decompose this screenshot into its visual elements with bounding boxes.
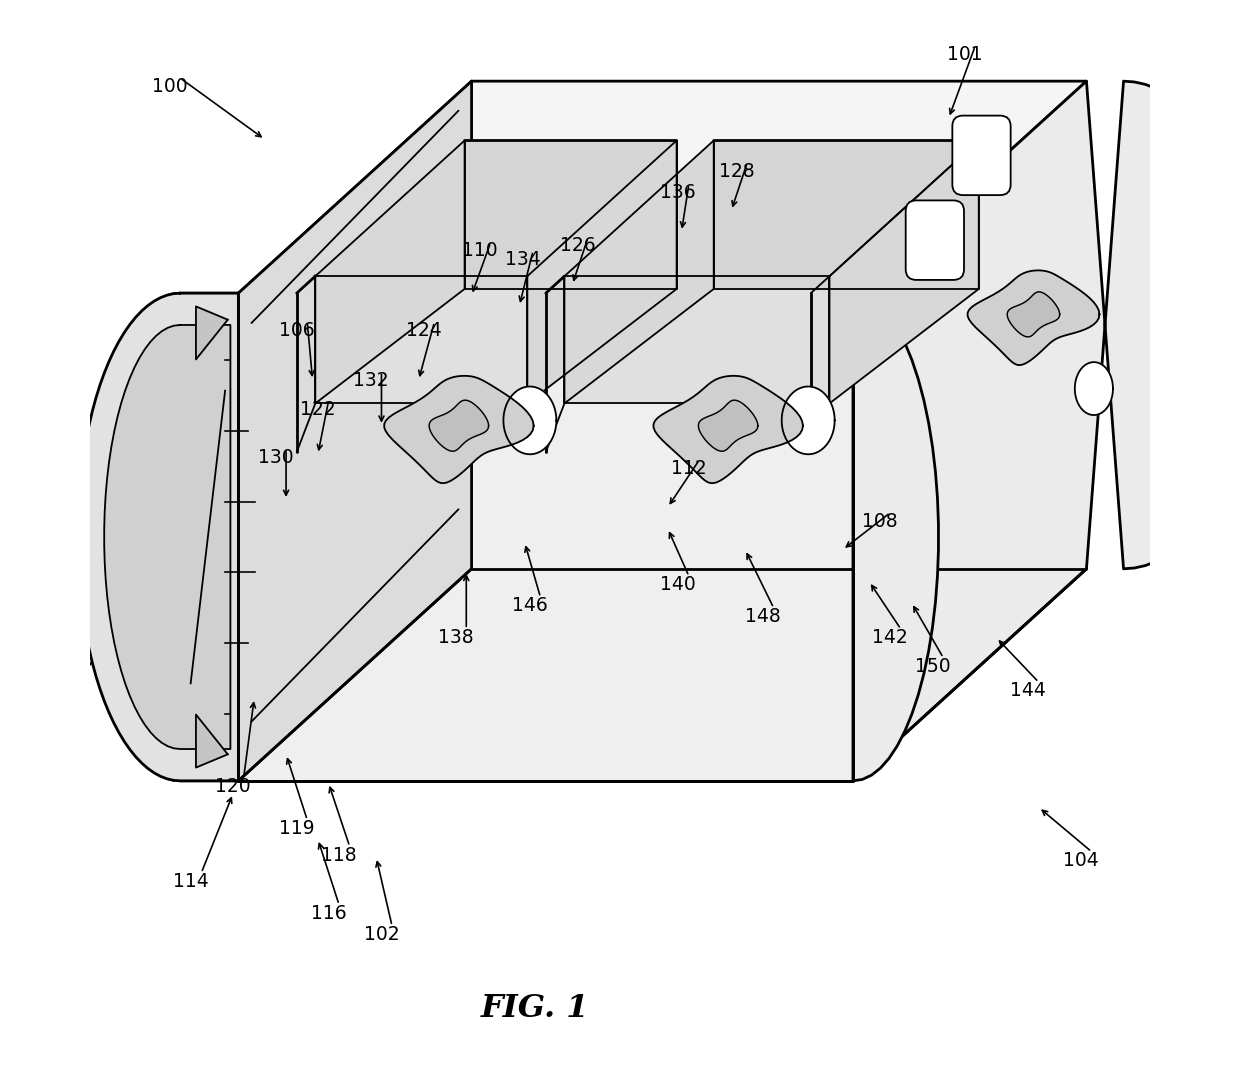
Text: 106: 106 [279,321,315,339]
Text: 138: 138 [438,628,474,648]
Polygon shape [653,376,804,483]
Polygon shape [564,141,978,276]
Text: 124: 124 [405,321,441,339]
Polygon shape [527,141,677,404]
Text: 146: 146 [512,596,548,615]
Polygon shape [564,141,714,404]
Text: 144: 144 [1011,681,1047,700]
Polygon shape [315,141,677,276]
Polygon shape [104,325,231,749]
Text: 108: 108 [862,511,898,531]
Polygon shape [564,276,830,404]
Text: 148: 148 [745,607,781,626]
Polygon shape [781,387,835,454]
Text: 101: 101 [946,45,982,64]
Text: 119: 119 [279,819,315,838]
Text: 126: 126 [559,236,595,255]
Polygon shape [315,141,465,404]
Polygon shape [698,401,758,451]
Polygon shape [1007,292,1060,337]
Text: 132: 132 [353,371,388,390]
Text: 128: 128 [719,162,754,180]
Text: 140: 140 [661,576,696,594]
Polygon shape [196,306,228,360]
Text: 104: 104 [1063,851,1099,870]
Polygon shape [830,141,978,404]
Text: 122: 122 [300,401,336,419]
Text: FIG. 1: FIG. 1 [481,993,589,1025]
FancyBboxPatch shape [905,201,963,280]
Text: 112: 112 [671,459,707,478]
Polygon shape [384,376,533,483]
Text: 100: 100 [151,77,187,96]
Polygon shape [1075,362,1114,415]
Text: 142: 142 [873,628,908,648]
Text: 134: 134 [505,250,541,268]
Polygon shape [714,141,978,289]
Text: 118: 118 [321,845,357,865]
Polygon shape [429,401,489,451]
Text: 130: 130 [258,448,294,467]
Polygon shape [503,387,557,454]
Text: 114: 114 [172,872,208,891]
Text: 150: 150 [915,657,951,676]
Text: 110: 110 [463,242,498,260]
Text: 136: 136 [661,183,696,202]
Polygon shape [238,82,471,781]
Polygon shape [853,293,939,781]
Polygon shape [238,82,1086,293]
FancyBboxPatch shape [952,116,1011,195]
Polygon shape [853,82,1240,781]
Polygon shape [88,293,238,781]
Polygon shape [967,271,1100,365]
Polygon shape [196,714,228,768]
Polygon shape [78,293,238,781]
Polygon shape [238,293,853,781]
Polygon shape [465,141,677,289]
Polygon shape [238,569,1086,781]
Polygon shape [315,276,527,404]
Text: 116: 116 [311,904,346,923]
Text: 102: 102 [363,925,399,944]
Text: 120: 120 [216,777,250,796]
